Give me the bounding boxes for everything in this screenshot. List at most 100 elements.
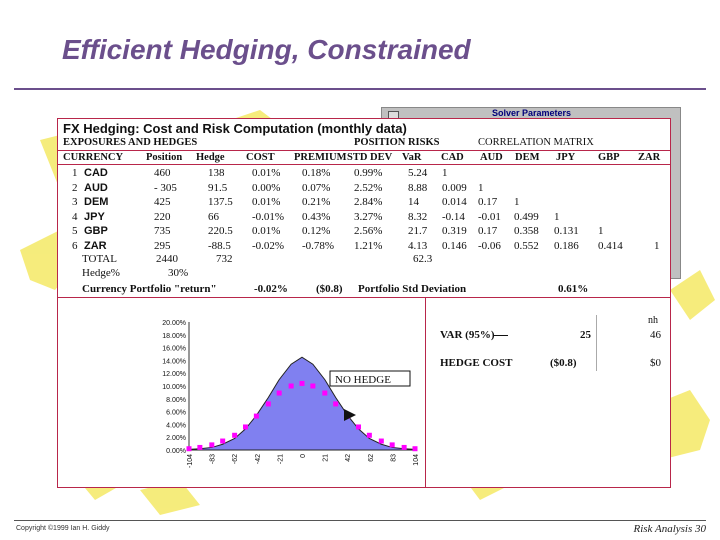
row-correlation-cell: 1	[442, 167, 448, 179]
col-header-premium: PREMIUM	[294, 152, 347, 163]
row-stddev: 2.84%	[354, 196, 383, 208]
x-tick-label: -62	[232, 454, 239, 464]
y-tick-label: 10.00%	[162, 384, 186, 391]
sheet-heading: FX Hedging: Cost and Risk Computation (m…	[63, 121, 407, 136]
row-number: 3	[72, 196, 78, 208]
no-hedge-label: NO HEDGE	[335, 374, 391, 386]
row-stddev: 1.21%	[354, 239, 383, 252]
chart-divider	[425, 297, 426, 487]
portfolio-std-value: 0.61%	[558, 283, 589, 295]
x-tick-label: 0	[300, 454, 307, 458]
row-cost: 0.00%	[252, 181, 281, 194]
section-exposures: EXPOSURES AND HEDGES	[63, 137, 198, 148]
hedged-distribution-marker	[389, 442, 395, 448]
row-cost: 0.01%	[252, 196, 281, 208]
row-position: - 305	[154, 181, 177, 194]
row-correlation-cell: 0.009	[442, 181, 467, 194]
row-stddev: 2.56%	[354, 225, 383, 237]
hedged-distribution-marker	[310, 383, 316, 389]
row-currency: JPY	[84, 210, 105, 223]
x-tick-label: 62	[368, 454, 375, 462]
hedged-distribution-marker	[232, 432, 238, 438]
row-hedge[interactable]: 66	[208, 210, 219, 223]
row-position: 460	[154, 167, 171, 179]
x-tick-label: -83	[210, 454, 217, 464]
col-header-rule	[58, 164, 670, 165]
no-hedge-box	[329, 370, 411, 387]
row-number: 5	[72, 225, 78, 237]
hedged-distribution-marker	[356, 424, 361, 430]
hedged-distribution-marker	[197, 444, 203, 450]
row-hedge[interactable]: 220.5	[208, 225, 233, 237]
hedge-pct-value[interactable]: 30%	[168, 267, 189, 279]
section-correlation: CORRELATION MATRIX	[478, 137, 594, 148]
hedge-cost-value: ($0.8)	[550, 357, 577, 369]
hedged-distribution-marker	[220, 438, 226, 444]
col-header-jpy: JPY	[556, 152, 576, 163]
row-stddev: 3.27%	[354, 210, 383, 223]
hedge-cost-label: HEDGE COST	[440, 357, 513, 369]
row-correlation-cell: 0.186	[554, 239, 579, 252]
row-var: 21.7	[408, 225, 428, 237]
x-tick-label: 83	[390, 454, 397, 462]
total-hedge: 732	[216, 253, 233, 265]
row-var: 14	[408, 196, 419, 208]
row-premium: 0.43%	[302, 210, 331, 223]
row-correlation-cell: 1	[654, 239, 660, 252]
distribution-chart: 20.00% 18.00% 16.00% 14.00% 12.00% 10.00% 8.00…	[162, 320, 420, 468]
summary-rule	[58, 297, 670, 298]
hedged-distribution-marker	[276, 390, 282, 396]
hedged-distribution-marker	[401, 444, 407, 450]
row-hedge[interactable]: 138	[208, 167, 225, 179]
row-var: 8.32	[408, 210, 428, 223]
row-correlation-cell: 0.131	[554, 225, 579, 237]
col-header-cost: COST	[246, 152, 275, 163]
row-hedge[interactable]: -88.5	[208, 239, 231, 252]
row-stddev: 2.52%	[354, 181, 383, 194]
row-currency: DEM	[84, 196, 109, 208]
hedge-cost-unhedged: $0	[650, 357, 661, 369]
row-correlation-cell: -0.06	[478, 239, 501, 252]
col-header-cad: CAD	[441, 152, 464, 163]
hedged-distribution-marker	[209, 442, 215, 448]
row-currency: CAD	[84, 167, 108, 179]
summary-col-divider	[596, 315, 597, 371]
total-label: TOTAL	[82, 253, 117, 265]
col-header-hedge: Hedge	[196, 152, 225, 163]
hedged-distribution-marker	[253, 413, 259, 419]
y-tick-label: 14.00%	[162, 358, 186, 365]
row-cost: -0.02%	[252, 239, 285, 252]
header-rule	[58, 150, 670, 151]
y-tick-label: 6.00%	[166, 410, 186, 417]
portfolio-return-value: -0.02%	[254, 283, 288, 295]
x-tick-label: -104	[187, 454, 194, 468]
x-tick-label: -42	[255, 454, 262, 464]
hedged-distribution-marker	[322, 390, 328, 396]
row-correlation-cell: 0.17	[478, 225, 498, 237]
page-number: Risk Analysis 30	[633, 523, 706, 535]
row-cost: 0.01%	[252, 225, 281, 237]
row-correlation-cell: 1	[478, 181, 484, 194]
row-correlation-cell: 1	[598, 225, 604, 237]
hedge-pct-label: Hedge%	[82, 267, 120, 279]
hedged-distribution-marker	[366, 432, 372, 438]
spreadsheet-panel: FX Hedging: Cost and Risk Computation (m…	[57, 118, 671, 488]
col-header-position: Position	[146, 152, 183, 163]
row-premium: 0.12%	[302, 225, 331, 237]
col-header-dem: DEM	[515, 152, 540, 163]
portfolio-return-label: Currency Portfolio "return"	[82, 283, 217, 295]
y-tick-label: 4.00%	[166, 422, 186, 429]
col-header-gbp: GBP	[598, 152, 620, 163]
row-currency: AUD	[84, 181, 108, 194]
row-hedge[interactable]: 91.5	[208, 181, 228, 194]
row-var: 4.13	[408, 239, 428, 252]
row-cost: -0.01%	[252, 210, 285, 223]
total-var: 62.3	[413, 253, 433, 265]
footer-divider	[14, 520, 706, 521]
var-value: 25	[580, 329, 591, 341]
row-cost: 0.01%	[252, 167, 281, 179]
row-hedge[interactable]: 137.5	[208, 196, 233, 208]
col-header-zar: ZAR	[638, 152, 661, 163]
row-number: 1	[72, 167, 78, 179]
row-var: 5.24	[408, 167, 428, 179]
